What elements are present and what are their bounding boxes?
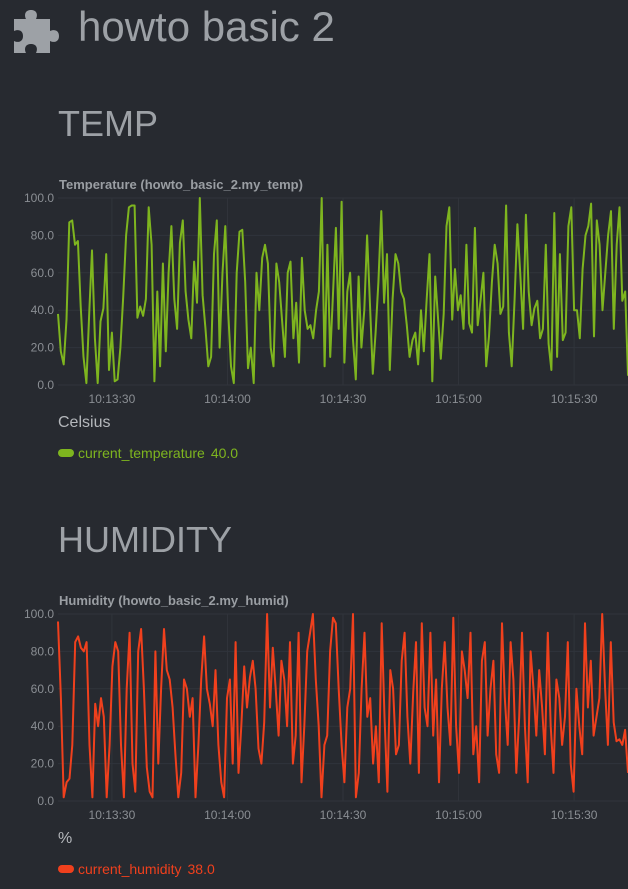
legend-swatch xyxy=(58,449,74,457)
section-title: HUMIDITY xyxy=(58,519,232,560)
y-tick-label: 0.0 xyxy=(37,378,54,392)
y-tick-label: 80.0 xyxy=(31,228,55,242)
temperature-chart[interactable]: 0.0 20.0 40.0 60.0 80.0 100.0 10:13:30 10:14:00… xyxy=(0,188,628,408)
y-tick-label: 80.0 xyxy=(31,644,55,658)
legend-item[interactable]: current_humidity 38.0 xyxy=(58,861,215,877)
x-tick-label: 10:14:00 xyxy=(204,808,251,822)
humidity-chart[interactable]: 0.0 20.0 40.0 60.0 80.0 100.0 10:13:30 10:14:00… xyxy=(0,604,628,824)
x-tick-label: 10:15:30 xyxy=(551,808,598,822)
legend-item[interactable]: current_temperature 40.0 xyxy=(58,445,238,461)
y-tick-label: 60.0 xyxy=(31,682,55,696)
y-tick-label: 100.0 xyxy=(24,607,54,621)
x-tick-label: 10:15:00 xyxy=(435,808,482,822)
series-line xyxy=(57,197,628,385)
legend-name: current_temperature xyxy=(78,445,205,461)
chart-title: Humidity (howto_basic_2.my_humid) xyxy=(59,593,289,608)
x-tick-label: 10:15:00 xyxy=(435,392,482,406)
series-line xyxy=(57,613,628,799)
x-tick-label: 10:15:30 xyxy=(551,392,598,406)
x-tick-label: 10:13:30 xyxy=(89,808,136,822)
y-tick-label: 100.0 xyxy=(24,191,54,205)
legend-value: 38.0 xyxy=(187,861,215,877)
chart-title: Temperature (howto_basic_2.my_temp) xyxy=(59,177,303,192)
x-tick-label: 10:13:30 xyxy=(89,392,136,406)
unit-label: Celsius xyxy=(58,414,111,431)
y-tick-label: 20.0 xyxy=(31,757,55,771)
y-tick-label: 0.0 xyxy=(37,794,54,808)
page-title: howto basic 2 xyxy=(78,3,335,50)
y-tick-label: 40.0 xyxy=(31,719,55,733)
y-tick-label: 20.0 xyxy=(31,341,55,355)
section-title: TEMP xyxy=(58,103,159,144)
x-tick-label: 10:14:00 xyxy=(204,392,251,406)
x-tick-label: 10:14:30 xyxy=(320,392,367,406)
y-tick-label: 40.0 xyxy=(31,303,55,317)
legend-name: current_humidity xyxy=(78,861,182,877)
x-tick-label: 10:14:30 xyxy=(320,808,367,822)
legend-swatch xyxy=(58,865,74,873)
puzzle-icon xyxy=(12,7,64,58)
y-tick-label: 60.0 xyxy=(31,266,55,280)
legend-value: 40.0 xyxy=(210,445,239,461)
unit-label: % xyxy=(58,830,73,847)
